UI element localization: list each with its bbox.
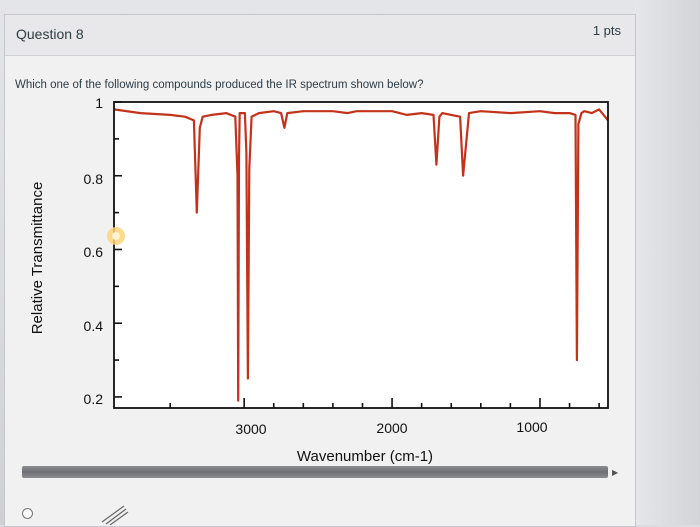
plot-frame xyxy=(113,101,609,409)
plot-area xyxy=(114,102,608,408)
y-tick-label-0.6: 0.6 xyxy=(84,244,104,260)
y-tick-label-1: 1 xyxy=(95,95,103,111)
y-tick-label-0.4: 0.4 xyxy=(84,318,104,334)
scroll-right-arrow-icon[interactable]: ▶ xyxy=(612,468,619,477)
y-axis-label: Relative Transmittance xyxy=(29,182,46,335)
x-tick-label-1000: 1000 xyxy=(516,419,547,435)
answer-radio-button[interactable] xyxy=(22,508,33,519)
x-axis-label: Wavenumber (cm-1) xyxy=(297,448,433,465)
question-title: Question 8 xyxy=(16,26,84,42)
x-tick-label-3000: 3000 xyxy=(235,421,266,437)
horizontal-scrollbar[interactable] xyxy=(22,466,608,478)
question-header: Question 8 1 pts xyxy=(5,15,635,56)
points-label: 1 pts xyxy=(592,23,621,38)
x-tick-label-2000: 2000 xyxy=(376,420,407,436)
question-prompt: Which one of the following compounds pro… xyxy=(15,79,424,91)
spectrum-line xyxy=(113,108,609,402)
y-tick-label-0.8: 0.8 xyxy=(84,171,104,187)
screen-edge xyxy=(634,0,700,525)
y-tick-label-0.2: 0.2 xyxy=(84,391,104,407)
glare-core xyxy=(112,232,120,240)
pen-cursor-icon xyxy=(101,505,129,525)
